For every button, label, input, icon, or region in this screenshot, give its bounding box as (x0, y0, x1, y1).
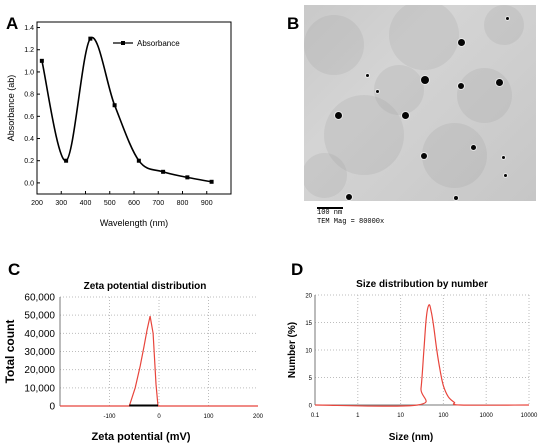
y-tick-label: 0.4 (24, 136, 34, 143)
y-tick-label: 50,000 (24, 311, 55, 322)
zeta-potential-chart: Zeta potential distribution 0 10,000 20,000… (3, 281, 264, 443)
x-tick-label: 300 (55, 200, 67, 207)
tem-scale-label: 100 nm (317, 209, 343, 217)
data-point (136, 158, 141, 163)
panel-label-c: C (8, 260, 21, 279)
tem-nanoparticle (375, 89, 379, 93)
y-tick-label: 0.0 (24, 180, 34, 187)
tem-nanoparticle (454, 196, 458, 200)
y-tick-label: 0.6 (24, 114, 34, 121)
x-tick-label: 10 (397, 413, 404, 419)
y-tick-label: 60,000 (24, 293, 55, 304)
tem-nanoparticle (346, 194, 352, 200)
tem-nanoparticle (458, 83, 464, 89)
x-tick-label: 200 (253, 414, 264, 420)
tem-nanoparticle (365, 73, 369, 77)
tem-image (304, 5, 536, 201)
tem-scale-info: 100 nm TEM Mag = 80000x (304, 204, 536, 230)
y-tick-label: 1.0 (24, 69, 34, 76)
y-tick-label: 1.4 (24, 25, 34, 32)
x-tick-label: 0.1 (311, 413, 320, 419)
y-tick-label: 10 (305, 349, 312, 355)
size-distribution-line (314, 304, 530, 407)
x-tick-label: 100 (438, 413, 449, 419)
y-tick-label: 10,000 (24, 383, 55, 394)
y-axis-label: Total count (3, 320, 17, 384)
y-tick-label: 0.8 (24, 92, 34, 99)
data-point (185, 175, 190, 180)
y-tick-label: 20,000 (24, 365, 55, 376)
x-tick-label: 900 (201, 200, 213, 207)
y-axis-label: Absorbance (ab) (6, 75, 16, 142)
tem-magnification: TEM Mag = 80000x (317, 218, 385, 226)
y-tick-label: 0 (309, 404, 313, 410)
y-axis-label: Number (%) (287, 322, 298, 378)
x-tick-label: 800 (177, 200, 189, 207)
x-tick-label: 10000 (521, 413, 538, 419)
y-tick-label: 0.2 (24, 158, 34, 165)
x-tick-label: 400 (80, 200, 92, 207)
y-tick-label: 0 (49, 402, 55, 413)
data-point (39, 58, 44, 63)
tem-texture (421, 122, 487, 188)
y-tick-label: 30,000 (24, 347, 55, 358)
tem-nanoparticle (334, 111, 342, 119)
x-axis-label: Wavelength (nm) (100, 218, 168, 228)
tem-nanoparticle (457, 38, 465, 46)
tem-nanoparticle (505, 16, 509, 20)
tem-nanoparticle (501, 155, 505, 159)
legend-label: Absorbance (137, 39, 180, 48)
tem-nanoparticle (470, 144, 476, 150)
tem-texture (456, 67, 512, 123)
panel-label-a: A (6, 14, 19, 33)
x-tick-label: 600 (128, 200, 140, 207)
legend-marker (121, 41, 125, 45)
data-point (64, 158, 69, 163)
tem-nanoparticle (495, 78, 503, 86)
y-tick-label: 5 (309, 376, 313, 382)
panel-label-d: D (291, 260, 304, 279)
data-point (161, 169, 166, 174)
tem-texture (389, 5, 459, 70)
tem-texture (324, 95, 404, 175)
tem-texture (374, 65, 424, 115)
x-tick-label: 1000 (480, 413, 494, 419)
y-tick-label: 15 (305, 321, 312, 327)
panel-label-b: B (287, 14, 300, 33)
x-tick-label: 200 (31, 200, 43, 207)
tem-texture (304, 152, 347, 198)
x-tick-label: 100 (203, 414, 214, 420)
tem-nanoparticle (503, 173, 507, 177)
x-axis-label: Zeta potential (mV) (91, 431, 190, 443)
y-tick-label: 40,000 (24, 329, 55, 340)
data-point (112, 103, 117, 108)
zeta-distribution-line (60, 315, 258, 407)
y-tick-label: 20 (305, 294, 312, 300)
x-tick-label: 0 (157, 414, 161, 420)
data-point (88, 36, 93, 41)
tem-nanoparticle (421, 153, 427, 159)
x-axis-label: Size (nm) (389, 432, 433, 443)
y-tick-label: 1.2 (24, 47, 34, 54)
chart-title: Zeta potential distribution (84, 281, 207, 292)
size-distribution-chart: Size distribution by number 0 5 10 15 20 0.1 1 1… (287, 279, 538, 443)
tem-scale-bar (317, 207, 343, 209)
data-point (209, 179, 214, 184)
absorbance-chart: 200 300 400 500 600 700 800 900 0.0 0.2 0.4 0.6 0.8 1… (6, 21, 232, 228)
tem-nanoparticle (421, 76, 429, 84)
x-tick-label: 500 (104, 200, 116, 207)
x-tick-label: 700 (152, 200, 164, 207)
tem-nanoparticle (401, 111, 409, 119)
chart-title: Size distribution by number (356, 279, 488, 290)
x-tick-label: 1 (356, 413, 360, 419)
plot-frame (36, 21, 232, 195)
x-tick-label: -100 (103, 414, 116, 420)
tem-texture (484, 5, 524, 45)
tem-texture (304, 15, 364, 75)
